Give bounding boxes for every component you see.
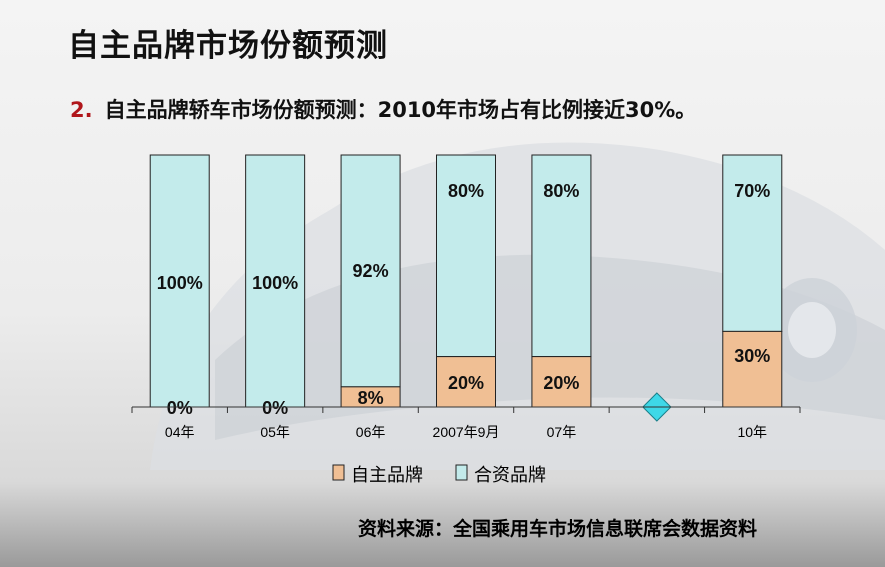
data-label-foreign: 100%	[157, 273, 203, 293]
data-label-domestic: 0%	[167, 398, 193, 418]
source-note: 资料来源：全国乘用车市场信息联席会数据资料	[358, 518, 758, 540]
data-label-foreign: 100%	[252, 273, 298, 293]
data-label-domestic: 8%	[358, 388, 384, 408]
data-label-foreign: 70%	[734, 181, 770, 201]
x-tick-label: 04年	[165, 424, 195, 440]
bar-segment-foreign	[436, 154, 496, 358]
data-label-foreign: 80%	[543, 181, 579, 201]
x-tick-label: 06年	[356, 424, 386, 440]
x-tick-label: 07年	[547, 424, 577, 440]
bar-segment-domestic	[722, 330, 783, 408]
bar-segment-foreign	[722, 154, 783, 332]
legend-swatch	[455, 464, 468, 481]
data-label-domestic: 0%	[262, 398, 288, 418]
legend-label: 自主品牌	[351, 465, 423, 485]
data-label-foreign: 92%	[353, 261, 389, 281]
data-label-domestic: 30%	[734, 346, 770, 366]
subtitle: 2. 自主品牌轿车市场份额预测：2010年市场占有比例接近30%。	[70, 94, 696, 124]
legend-swatch	[332, 464, 345, 481]
x-tick-label: 2007年9月	[433, 424, 500, 440]
bar-segment-foreign	[340, 154, 401, 388]
data-label-domestic: 20%	[448, 373, 484, 393]
bar-segment-foreign	[531, 154, 592, 358]
legend-label: 合资品牌	[474, 465, 546, 485]
subtitle-text: 自主品牌轿车市场份额预测：2010年市场占有比例接近30%。	[104, 98, 697, 122]
page-title: 自主品牌市场份额预测	[68, 28, 388, 64]
chart-legend: 自主品牌 合资品牌	[332, 464, 546, 485]
data-label-domestic: 20%	[543, 373, 579, 393]
subtitle-number: 2.	[70, 98, 93, 122]
bar-segment-domestic	[531, 356, 592, 408]
bar-segment-foreign	[149, 154, 210, 408]
x-tick-label: 10年	[737, 424, 767, 440]
x-tick-label: 05年	[260, 424, 290, 440]
data-label-foreign: 80%	[448, 181, 484, 201]
